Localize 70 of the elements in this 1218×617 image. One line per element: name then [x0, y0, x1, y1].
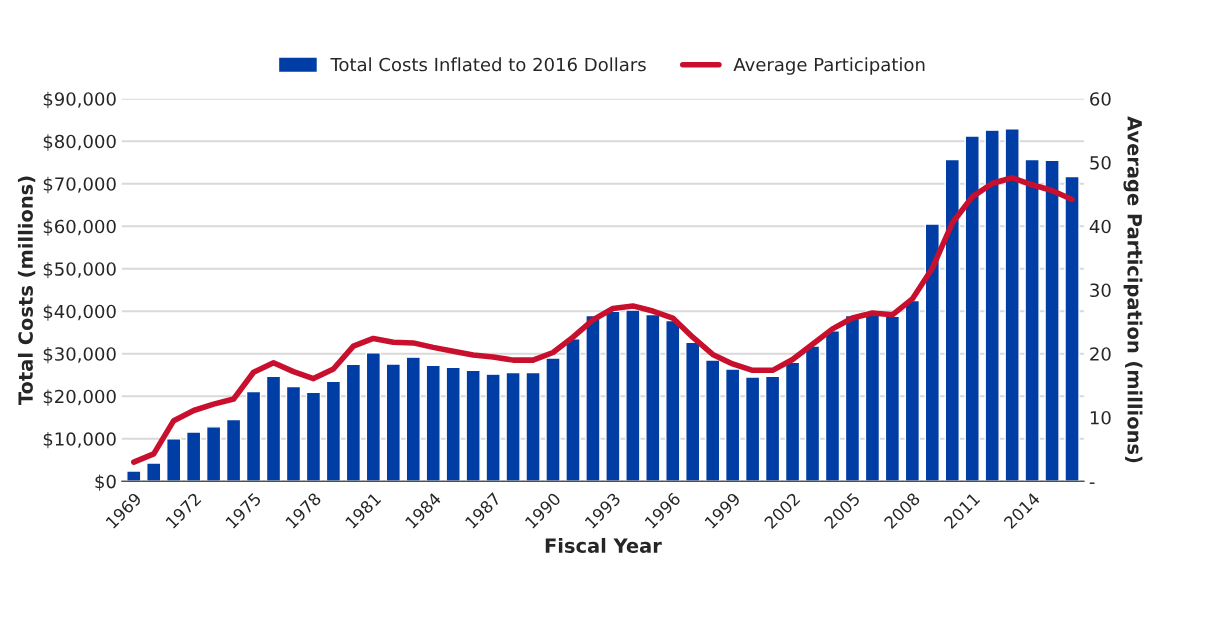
bar: [884, 315, 901, 482]
bar: [645, 313, 661, 482]
bar: [465, 369, 481, 482]
y-tick-label: $80,000: [43, 134, 116, 151]
bar: [1024, 158, 1040, 482]
y2-tick-label: 40: [1089, 219, 1111, 234]
y2-tick-label: -: [1089, 482, 1095, 484]
bar: [545, 357, 561, 482]
y2-tick-label: 60: [1090, 92, 1111, 106]
y-tick-label: $40,000: [43, 304, 116, 321]
bar: [705, 359, 721, 482]
bar: [445, 366, 461, 482]
bar: [804, 345, 821, 482]
bar: [665, 319, 681, 482]
bar: [744, 376, 761, 482]
bar: [764, 375, 781, 482]
bar: [146, 462, 162, 482]
bar: [984, 129, 1000, 482]
bar: [505, 371, 521, 482]
x-axis-title: Fiscal Year: [545, 537, 662, 553]
bar: [864, 310, 881, 482]
bar: [345, 363, 362, 482]
bar: [844, 314, 861, 482]
legend-label: Total Costs Inflated to 2016 Dollars: [330, 57, 646, 72]
bar: [245, 390, 262, 482]
y-axis-title: Total Costs (millions): [17, 176, 36, 405]
bar: [265, 375, 282, 482]
bar: [904, 299, 921, 482]
y-tick-label: $10,000: [43, 431, 116, 449]
bar: [964, 135, 980, 482]
legend-label: Average Participation: [733, 57, 925, 75]
bar: [585, 314, 601, 482]
y2-tick-label: 10: [1090, 410, 1111, 425]
y-tick-label: $0: [95, 474, 116, 491]
bar: [365, 352, 382, 482]
y2-tick-label: 20: [1090, 347, 1111, 361]
bar: [185, 431, 202, 482]
y-tick-label: $70,000: [43, 176, 116, 194]
bar: [1004, 128, 1020, 482]
bar: [924, 223, 940, 482]
bar: [325, 380, 342, 482]
y2-axis-title: Average Participation (millions): [1123, 116, 1143, 463]
bar: [405, 356, 421, 482]
bar: [625, 309, 641, 482]
bar: [285, 385, 302, 482]
y-tick-label: $30,000: [43, 346, 116, 364]
y-tick-label: $60,000: [43, 219, 116, 236]
bar: [485, 373, 501, 482]
bar: [685, 341, 701, 482]
y2-tick-label: 30: [1090, 283, 1111, 298]
bar: [605, 310, 621, 482]
y-tick-label: $50,000: [43, 261, 116, 279]
bar: [385, 363, 401, 482]
bar: [166, 438, 182, 482]
bar: [425, 364, 441, 482]
bar: [205, 426, 222, 482]
bar: [225, 418, 242, 482]
y2-tick-label: 50: [1090, 155, 1111, 170]
y-tick-label: $20,000: [43, 389, 116, 406]
bar: [126, 470, 142, 482]
bar: [944, 158, 960, 482]
bar: [305, 391, 322, 482]
bar: [525, 371, 541, 482]
bar: [1044, 159, 1060, 482]
bar: [1064, 175, 1080, 482]
bar: [565, 338, 581, 482]
bar: [784, 361, 801, 482]
y-tick-label: $90,000: [43, 91, 116, 109]
bar: [824, 330, 841, 482]
bar: [724, 368, 741, 482]
